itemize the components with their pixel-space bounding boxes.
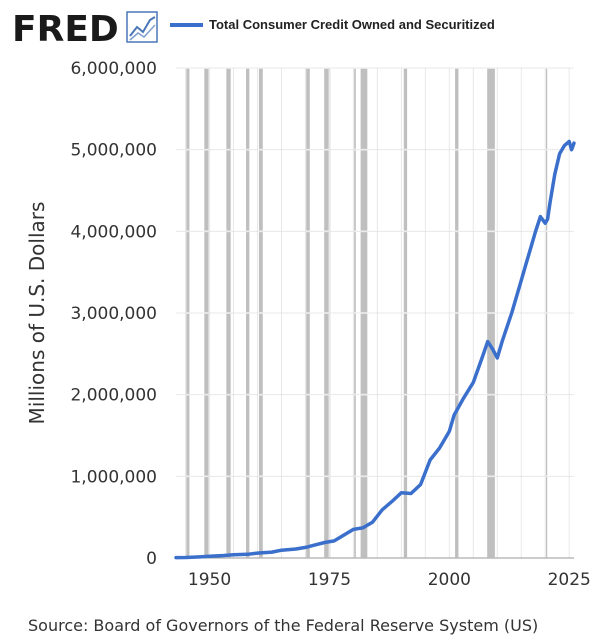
data-point xyxy=(487,341,489,343)
data-point xyxy=(185,556,187,559)
y-axis-ticks: 0 1,000,000 2,000,000 3,000,000 4,000,000 5,0… xyxy=(70,59,157,569)
y-tick-label: 2,000,000 xyxy=(70,386,157,406)
data-point xyxy=(496,357,498,359)
data-point xyxy=(271,551,273,553)
data-point xyxy=(453,414,455,416)
data-point xyxy=(175,557,177,559)
x-tick-label: 2025 xyxy=(548,570,591,590)
data-point xyxy=(463,397,465,399)
data-point xyxy=(352,528,354,531)
data-point xyxy=(372,521,374,523)
data-point xyxy=(571,149,573,151)
data-point xyxy=(333,540,335,542)
data-point xyxy=(482,354,484,357)
legend[interactable]: Total Consumer Credit Owned and Securiti… xyxy=(170,17,495,32)
data-point xyxy=(256,552,259,554)
data-point xyxy=(314,544,316,546)
data-point xyxy=(209,555,211,557)
source-note: Source: Board of Governors of the Federa… xyxy=(28,616,538,635)
data-point xyxy=(199,556,201,558)
y-tick-label: 1,000,000 xyxy=(70,467,157,487)
y-tick-label: 0 xyxy=(146,549,157,569)
x-axis-ticks: 1950 1975 2000 2025 xyxy=(188,570,591,590)
data-point xyxy=(520,279,522,281)
grid-lines xyxy=(176,67,574,559)
y-tick-label: 5,000,000 xyxy=(70,141,157,161)
data-point xyxy=(554,173,556,175)
data-point xyxy=(535,230,537,232)
series-line[interactable] xyxy=(174,139,576,560)
data-point xyxy=(280,549,283,551)
y-tick-label: 4,000,000 xyxy=(70,222,157,242)
data-point xyxy=(549,202,551,204)
data-point xyxy=(247,553,249,555)
data-point xyxy=(511,312,513,314)
legend-label: Total Consumer Credit Owned and Securiti… xyxy=(209,17,495,32)
data-point xyxy=(410,492,412,495)
data-point xyxy=(563,145,566,147)
line-chart-icon xyxy=(126,11,158,43)
x-tick-label: 1975 xyxy=(308,570,351,590)
y-tick-label: 3,000,000 xyxy=(70,304,157,324)
data-point xyxy=(568,140,570,143)
data-point xyxy=(295,548,297,550)
data-point xyxy=(573,142,575,144)
data-point xyxy=(544,222,546,224)
data-point xyxy=(429,459,431,461)
data-point xyxy=(343,534,345,536)
data-point xyxy=(420,483,422,486)
data-point xyxy=(539,216,542,218)
x-tick-label: 2000 xyxy=(428,570,471,590)
data-point xyxy=(439,447,441,449)
data-point xyxy=(530,247,532,249)
x-tick-label: 1950 xyxy=(188,570,231,590)
data-point xyxy=(304,546,307,549)
y-axis-label: Millions of U.S. Dollars xyxy=(25,202,49,425)
series-layer xyxy=(174,139,576,560)
data-point xyxy=(324,541,326,544)
data-point xyxy=(501,341,503,343)
data-point xyxy=(525,263,527,265)
data-point xyxy=(559,153,561,155)
data-point xyxy=(362,527,364,529)
data-point xyxy=(391,501,393,503)
data-point xyxy=(381,509,383,511)
data-point xyxy=(232,554,235,556)
data-point xyxy=(547,218,549,220)
data-point xyxy=(223,554,225,557)
fred-logo-text: FRED xyxy=(12,9,119,50)
fred-logo[interactable]: FRED xyxy=(12,9,158,50)
data-point xyxy=(448,430,450,432)
data-point xyxy=(472,381,474,383)
data-point xyxy=(400,492,402,494)
y-tick-label: 6,000,000 xyxy=(70,59,157,79)
data-point xyxy=(491,348,494,350)
